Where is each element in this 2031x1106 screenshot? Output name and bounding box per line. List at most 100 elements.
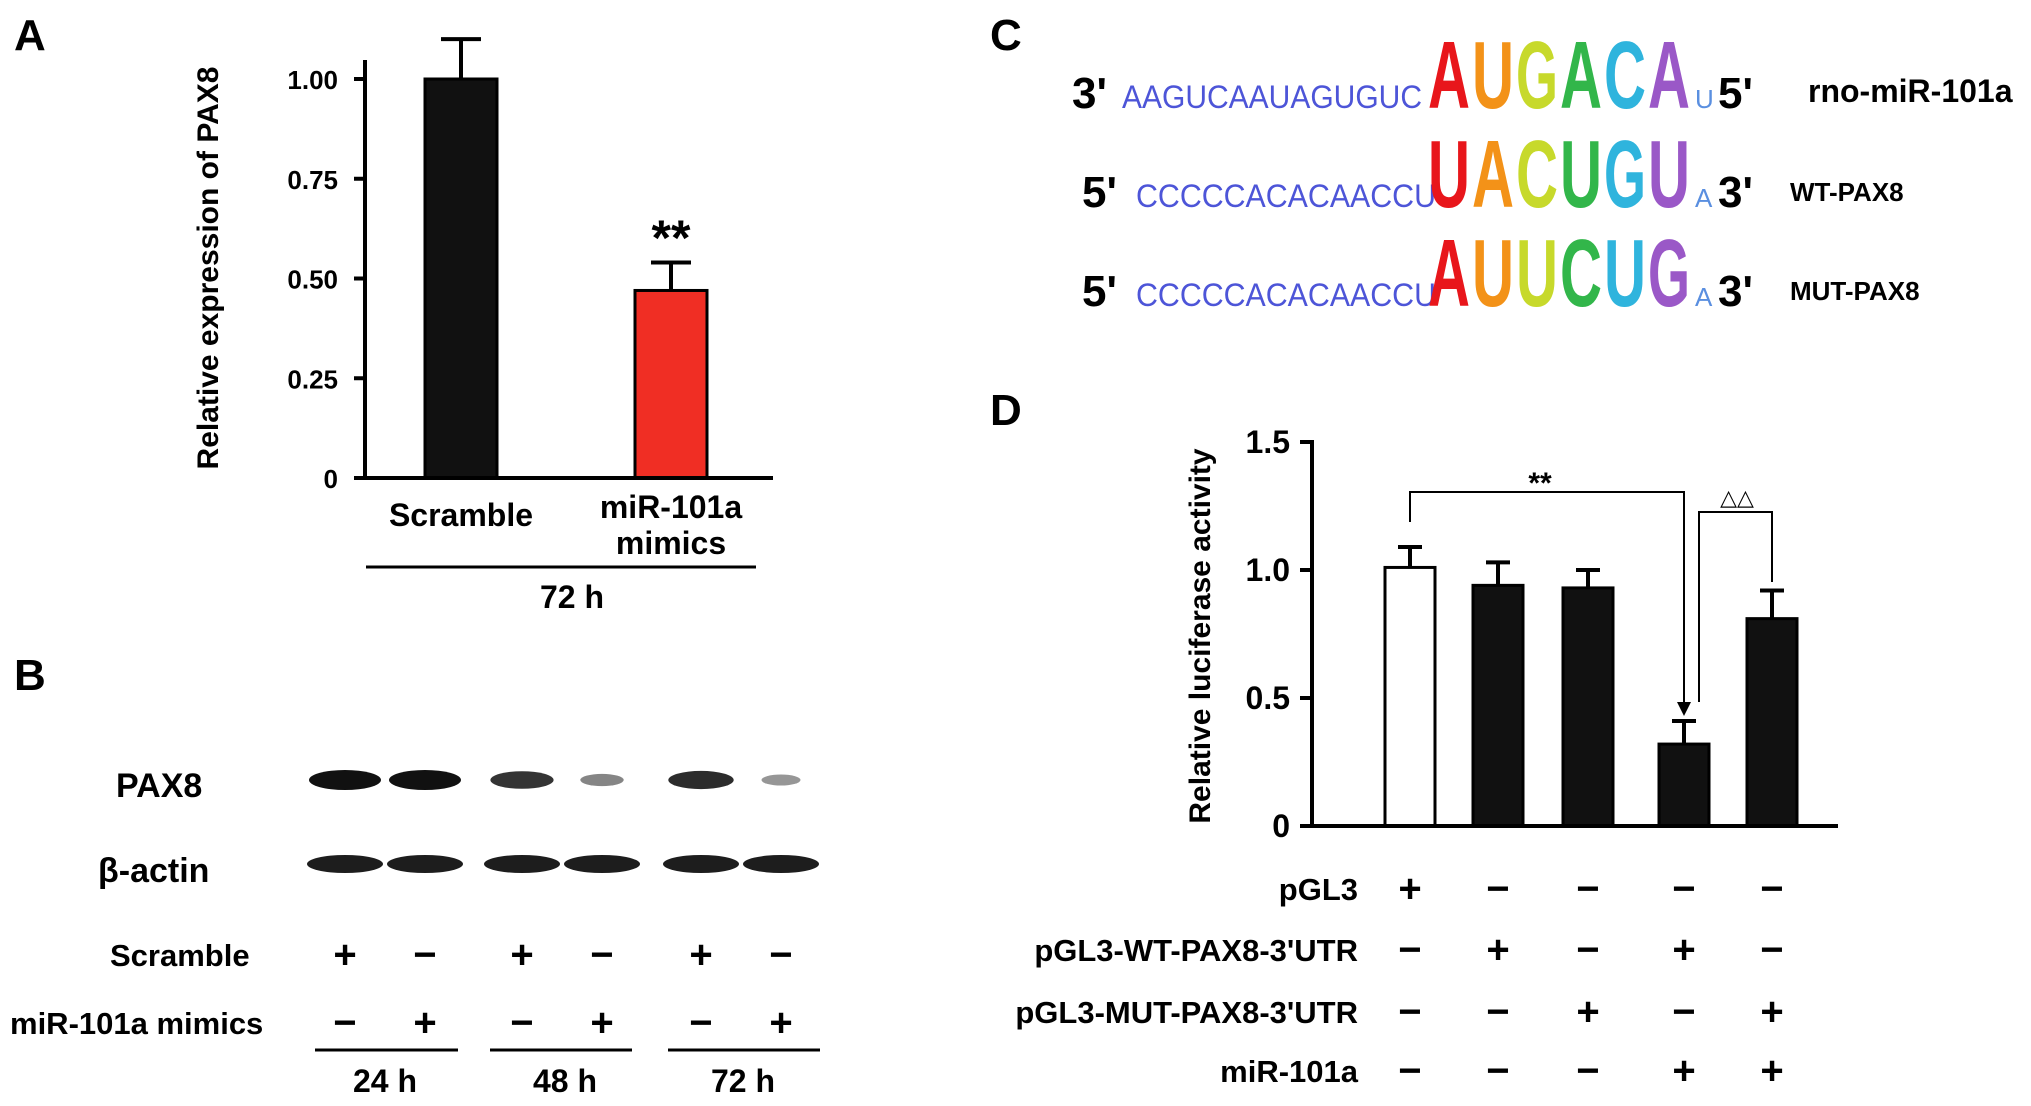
sequence-name: MUT-PAX8 [1790, 276, 1920, 306]
panel-d-bar [1657, 742, 1711, 828]
panel-c-letter: C [990, 11, 1022, 60]
panel-d-sign: + [1576, 990, 1599, 1034]
panel-d-sign: − [1576, 867, 1599, 911]
pax8-band [389, 770, 461, 790]
panel-d-bracket-1 [1409, 491, 1685, 702]
time-group-label: 72 h [711, 1063, 775, 1099]
panel-d-sign: − [1486, 867, 1509, 911]
panel-a-xlabel-mimic-1: miR-101a [600, 489, 743, 525]
scramble-sign: − [590, 933, 613, 977]
pax8-band [309, 770, 381, 790]
panel-a-bars [423, 37, 709, 480]
mimic-sign: + [769, 1001, 792, 1045]
mimic-sign: + [590, 1001, 613, 1045]
panel-d-ylabel: Relative luciferase activity [1184, 448, 1217, 824]
panel-d-sign: − [1398, 990, 1421, 1034]
mimic-sign: − [510, 1001, 533, 1045]
sequence-name: rno-miR-101a [1808, 73, 2013, 109]
pax8-band [580, 773, 624, 787]
beta-actin-band [663, 855, 739, 873]
time-group-label: 24 h [353, 1063, 417, 1099]
panel-d-sign: + [1760, 1049, 1783, 1093]
seed-nucleotide: C [1604, 22, 1646, 129]
panel-b-mimic-label: miR-101a mimics [10, 1006, 263, 1041]
panel-d: D Relative luciferase activity 1.5 1.0 0.5… [990, 386, 1838, 1093]
pax8-band [668, 770, 734, 790]
beta-actin-band [743, 855, 819, 873]
panel-d-sign: − [1576, 1049, 1599, 1093]
seed-nucleotide: U [1472, 220, 1514, 327]
panel-d-sign: − [1486, 1049, 1509, 1093]
sequence-tail: A [1695, 183, 1713, 213]
panel-d-sign: − [1398, 1049, 1421, 1093]
sequence-plain-text: CCCCCACACAACCU [1136, 277, 1436, 313]
seed-nucleotide: G [1604, 121, 1646, 228]
panel-d-sign: − [1760, 928, 1783, 972]
panel-d-sign: + [1760, 990, 1783, 1034]
seed-nucleotide: U [1428, 121, 1470, 228]
seed-nucleotide: C [1516, 121, 1558, 228]
seed-nucleotide: U [1472, 22, 1514, 129]
panel-a-tick-label: 0.50 [287, 265, 338, 295]
panel-d-row-label: pGL3-WT-PAX8-3'UTR [1034, 933, 1358, 968]
panel-d-sign: + [1486, 928, 1509, 972]
panel-d-bracket-2 [1698, 511, 1773, 702]
beta-actin-band [484, 855, 560, 873]
seed-nucleotide: A [1560, 22, 1602, 129]
pax8-band [761, 774, 801, 786]
seed-nucleotide: A [1428, 220, 1470, 327]
panel-d-significance-2: △△ [1720, 485, 1754, 510]
panel-d-row-label: pGL3 [1279, 872, 1358, 907]
panel-d-bars [1383, 544, 1799, 828]
panel-b-letter: B [14, 651, 46, 700]
panel-d-row-label: pGL3-MUT-PAX8-3'UTR [1015, 995, 1358, 1030]
beta-actin-band [564, 855, 640, 873]
seed-nucleotide: U [1560, 121, 1602, 228]
panel-d-bar [1471, 583, 1525, 828]
panel-d-tick-label: 1.5 [1246, 424, 1290, 460]
panel-d-sign: − [1672, 990, 1695, 1034]
panel-d-sign: + [1672, 1049, 1695, 1093]
panel-d-tick-label: 1.0 [1246, 552, 1290, 588]
sequence-plain-text: CCCCCACACAACCU [1136, 178, 1436, 214]
panel-d-bar [1561, 586, 1615, 828]
mimic-sign: − [689, 1001, 712, 1045]
scramble-sign: − [769, 933, 792, 977]
panel-a-bar [423, 77, 499, 480]
panel-a-xlabel-scramble: Scramble [389, 497, 533, 533]
sequence-end-label: 5' [1082, 168, 1117, 217]
panel-b-protein-pax8: PAX8 [116, 767, 202, 805]
panel-d-row-label: miR-101a [1220, 1054, 1359, 1089]
time-group-label: 48 h [533, 1063, 597, 1099]
sequence-plain-text: AAGUCAAUAGUGUC [1122, 79, 1422, 115]
pax8-band [490, 771, 554, 789]
panel-a-y-ticks: 1.00 0.75 0.50 0.25 0 [287, 65, 365, 494]
panel-a-bar [633, 288, 709, 480]
sequence-end-label: 3' [1718, 168, 1753, 217]
panel-d-sign: − [1486, 990, 1509, 1034]
sequence-tail: A [1695, 282, 1713, 312]
panel-a-tick-label: 0.25 [287, 364, 338, 394]
panel-b-protein-actin: β-actin [98, 852, 209, 890]
seed-nucleotide: U [1648, 121, 1690, 228]
panel-d-sign: − [1398, 928, 1421, 972]
panel-a-tick-label: 1.00 [287, 65, 338, 95]
seed-nucleotide: A [1472, 121, 1514, 228]
mimic-sign: + [413, 1001, 436, 1045]
panel-d-bar [1383, 565, 1437, 828]
beta-actin-band [387, 855, 463, 873]
panel-a: A Relative expression of PAX8 1.00 0.75 0.… [14, 11, 773, 615]
panel-a-ylabel: Relative expression of PAX8 [192, 67, 225, 470]
scramble-sign: + [333, 933, 356, 977]
panel-a-time-label: 72 h [540, 579, 604, 615]
panel-b-sign-grid: + − + − + − − + − + − + [333, 933, 792, 1045]
sequence-end-label: 5' [1082, 267, 1117, 316]
panel-d-row-labels: pGL3 pGL3-WT-PAX8-3'UTR pGL3-MUT-PAX8-3'UT… [1015, 872, 1358, 1089]
panel-d-sign: − [1576, 928, 1599, 972]
panel-b-scramble-label: Scramble [110, 938, 250, 973]
seed-nucleotide: U [1604, 220, 1646, 327]
panel-d-sign: − [1672, 867, 1695, 911]
mimic-sign: − [333, 1001, 356, 1045]
